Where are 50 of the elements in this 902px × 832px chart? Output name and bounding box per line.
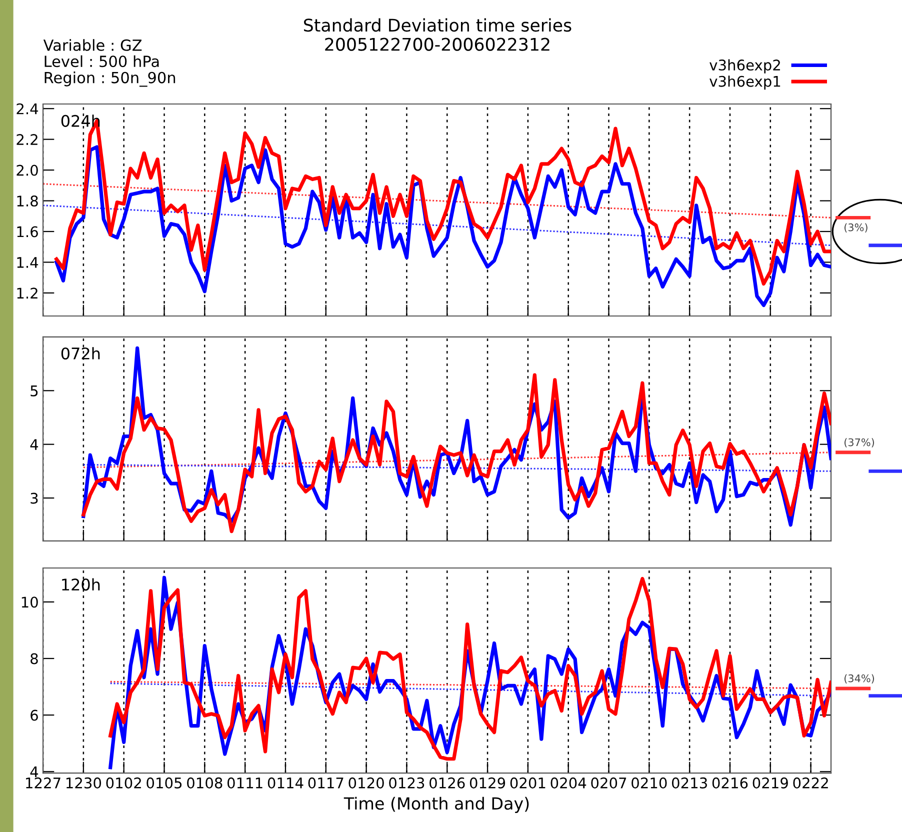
- x-tick-label: 1227: [26, 777, 60, 788]
- annotation: 072h: [61, 347, 100, 360]
- x-tick-label: 0117: [308, 777, 344, 788]
- x-tick-label: 0102: [106, 777, 141, 788]
- text: (34%): [844, 674, 874, 684]
- y-tick-label: 1.4: [17, 257, 38, 268]
- x-tick-label: 0222: [793, 777, 828, 788]
- chart-title: Standard Deviation time series: [304, 18, 572, 32]
- y-tick-label: 6: [30, 710, 38, 721]
- y-tick-label: 3: [30, 492, 38, 504]
- y-tick-label: 2.0: [16, 164, 38, 176]
- x-tick-label: 0204: [550, 777, 586, 788]
- y-tick-label: 2.2: [16, 134, 38, 145]
- x-tick-label: 0213: [672, 777, 707, 788]
- x-tick-label: 0123: [389, 777, 424, 788]
- x-tick-label: 0219: [752, 777, 788, 788]
- y-tick-label: 4: [30, 766, 38, 778]
- text: (3%): [844, 223, 868, 233]
- x-tick-label: 0126: [430, 777, 465, 788]
- y-tick-label: 8: [30, 653, 38, 664]
- x-tick-label: 0108: [187, 777, 222, 788]
- x-tick-label: 1230: [66, 777, 102, 788]
- annotation: 024h: [61, 114, 100, 127]
- x-tick-label: 0105: [146, 777, 182, 788]
- text: Variable : GZ: [43, 39, 142, 51]
- x-tick-label: 0129: [470, 777, 506, 788]
- y-tick-label: 1.2: [17, 288, 38, 298]
- y-tick-label: 1.8: [17, 195, 38, 207]
- y-tick-label: 1.6: [17, 226, 38, 238]
- line-series: [54, 145, 832, 308]
- x-axis-title: Time (Month and Day): [344, 796, 529, 813]
- legend-label: v3h6exp2: [710, 59, 780, 74]
- text: Level : 500 hPa: [44, 55, 159, 68]
- annotation: 120h: [62, 578, 100, 591]
- line-series: [82, 373, 832, 534]
- text: Region : 50n_90n: [44, 72, 176, 87]
- y-tick-label: 5: [30, 386, 38, 396]
- y-tick-label: 4: [30, 439, 38, 450]
- chart-subtitle: 2005122700-2006022312: [325, 38, 550, 51]
- x-tick-label: 0114: [268, 777, 304, 788]
- legend-label: v3h6exp1: [710, 76, 780, 90]
- x-tick-label: 0210: [632, 777, 667, 788]
- x-tick-label: 0120: [348, 777, 384, 788]
- x-tick-label: 0111: [227, 777, 262, 788]
- x-tick-label: 0201: [510, 777, 546, 788]
- y-tick-label: 2.4: [16, 103, 38, 114]
- x-tick-label: 0207: [591, 777, 626, 788]
- x-tick-label: 0216: [712, 777, 748, 788]
- y-tick-label: 10: [22, 596, 38, 608]
- text: (37%): [844, 438, 874, 448]
